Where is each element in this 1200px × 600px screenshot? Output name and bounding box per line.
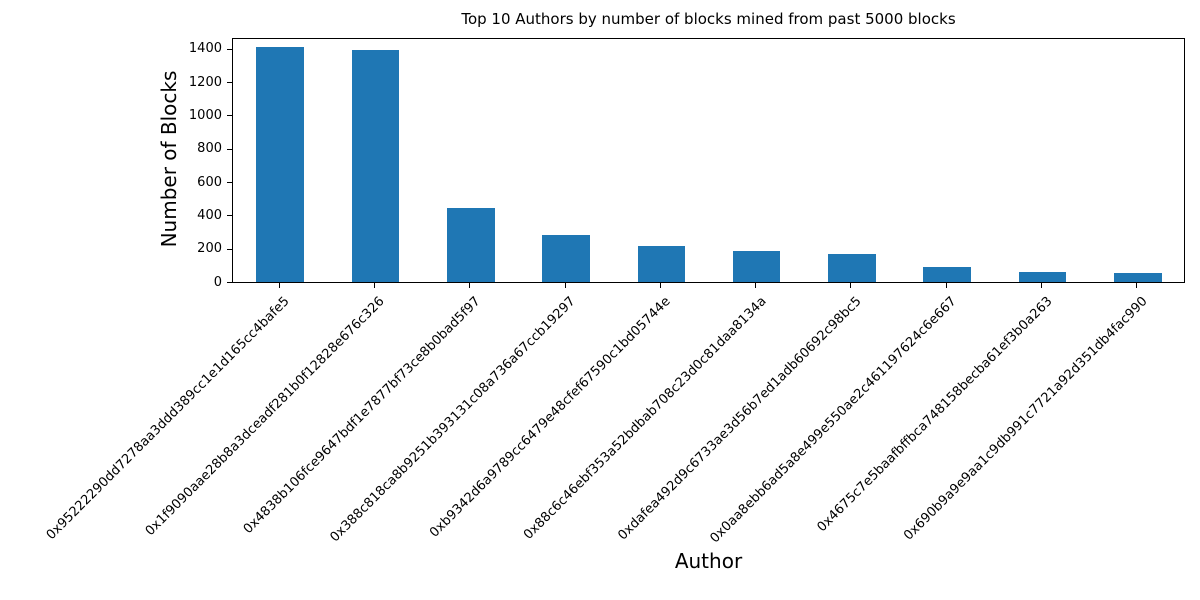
bar-6 (732, 250, 781, 282)
bar-9 (1018, 271, 1067, 282)
y-tick-label: 400 (197, 207, 222, 223)
y-tick-mark (226, 248, 232, 250)
x-tick-mark (945, 282, 947, 288)
x-tick-mark (755, 282, 757, 288)
y-tick-mark (226, 148, 232, 150)
y-tick-mark (226, 215, 232, 217)
chart-title: Top 10 Authors by number of blocks mined… (461, 10, 956, 28)
bar-1 (256, 46, 304, 282)
y-tick-mark (226, 82, 232, 83)
bar-2 (351, 49, 400, 282)
x-tick-mark (469, 282, 471, 288)
x-tick-mark (659, 282, 661, 288)
y-tick-mark (226, 182, 232, 183)
bar-7 (828, 253, 876, 282)
y-tick-label: 1000 (188, 107, 222, 123)
bar-8 (923, 266, 972, 282)
y-tick-label: 1200 (188, 74, 222, 90)
y-tick-mark (226, 48, 232, 50)
y-tick-label: 0 (213, 274, 222, 290)
y-tick-label: 600 (197, 174, 222, 190)
bar-5 (637, 245, 686, 282)
y-tick-label: 800 (197, 141, 222, 157)
x-tick-mark (564, 282, 566, 288)
x-tick-mark (1041, 282, 1043, 288)
bar-4 (542, 234, 590, 282)
x-axis-label: Author (674, 549, 743, 573)
x-tick-mark (373, 282, 375, 288)
bar-10 (1114, 273, 1162, 282)
y-tick-mark (226, 115, 232, 117)
y-tick-label: 1400 (188, 41, 222, 57)
plot-area (231, 37, 1185, 283)
y-tick-label: 200 (197, 241, 222, 257)
bar-3 (446, 208, 495, 282)
x-tick-mark (1136, 282, 1138, 288)
x-tick-mark (278, 282, 280, 288)
x-tick-mark (850, 282, 852, 288)
y-tick-mark (226, 282, 232, 283)
